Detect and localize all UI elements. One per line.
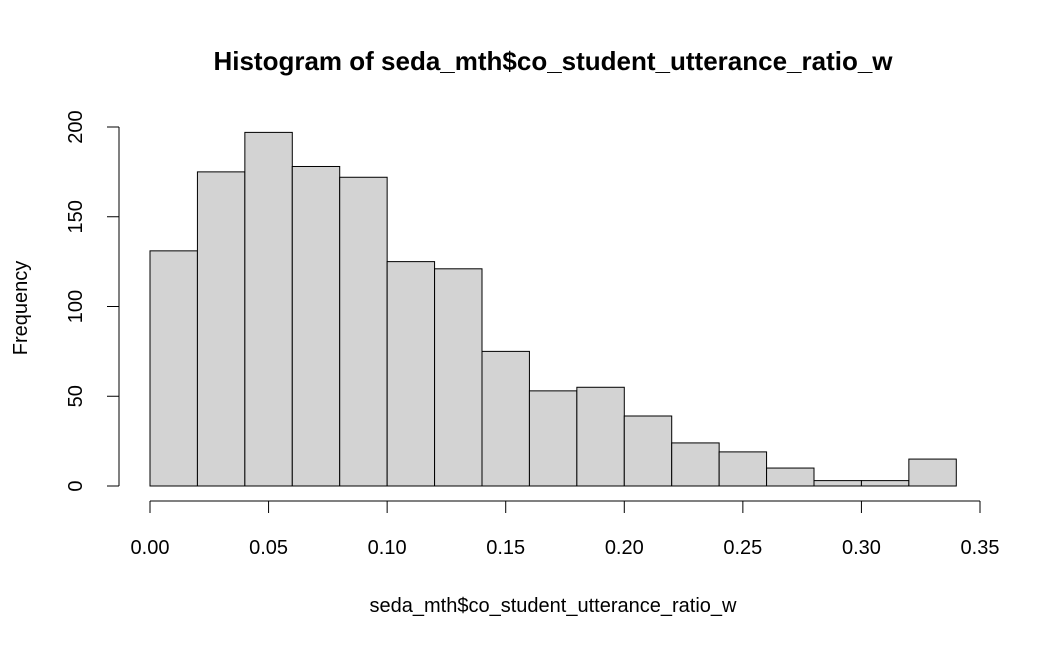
x-tick-label: 0.15 xyxy=(486,537,525,559)
x-tick-label: 0.10 xyxy=(368,537,407,559)
histogram-bar xyxy=(766,467,815,487)
y-tick-label: 0 xyxy=(65,480,87,491)
y-tick-label: 50 xyxy=(65,385,87,407)
histogram-bar xyxy=(671,442,720,487)
x-tick-label: 0.00 xyxy=(131,537,170,559)
histogram-bar xyxy=(718,451,768,487)
histogram-bar xyxy=(434,268,483,487)
histogram-bar xyxy=(196,171,246,487)
bars-group xyxy=(149,131,957,487)
histogram-bar xyxy=(813,480,862,487)
histogram-bar xyxy=(860,480,910,487)
y-tick-label: 200 xyxy=(65,110,87,143)
y-axis-label: Frequency xyxy=(10,261,32,356)
histogram-bar xyxy=(908,458,957,487)
chart-title: Histogram of seda_mth$co_student_utteran… xyxy=(213,46,893,76)
histogram-bar xyxy=(576,386,625,487)
x-tick-label: 0.20 xyxy=(605,537,644,559)
y-tick-label: 150 xyxy=(65,200,87,233)
x-tick-label: 0.05 xyxy=(249,537,288,559)
y-axis: 0 50 100 150 200 xyxy=(65,110,120,492)
histogram-bar xyxy=(149,250,198,487)
histogram-bar xyxy=(481,350,530,487)
x-tick-label: 0.30 xyxy=(842,537,881,559)
histogram-bar xyxy=(291,165,341,487)
x-axis-label: seda_mth$co_student_utterance_ratio_w xyxy=(370,595,737,617)
y-tick-label: 100 xyxy=(65,290,87,323)
x-axis: 0.00 0.05 0.10 0.15 0.20 0.25 0.30 0.35 xyxy=(131,500,1000,559)
histogram-bar xyxy=(528,390,578,487)
histogram-bar xyxy=(623,415,673,487)
histogram-bar xyxy=(386,261,436,487)
histogram-bar xyxy=(339,176,388,487)
x-tick-label: 0.25 xyxy=(723,537,762,559)
x-tick-label: 0.35 xyxy=(961,537,1000,559)
histogram-bar xyxy=(244,131,293,487)
